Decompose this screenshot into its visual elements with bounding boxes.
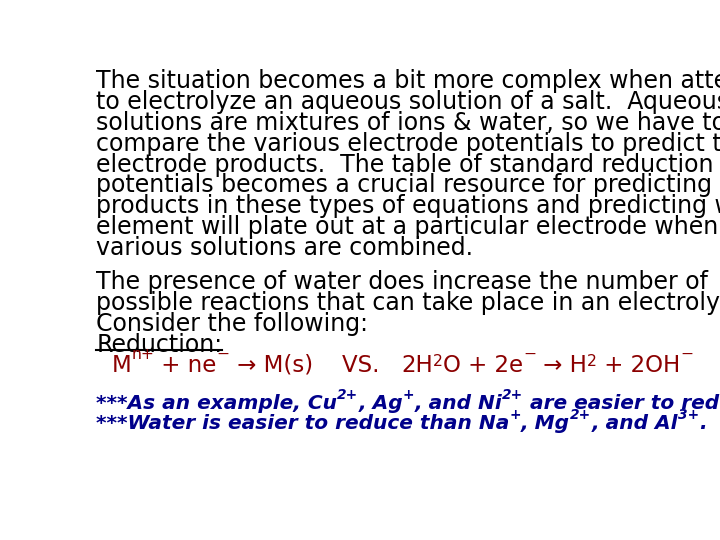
Text: → M(s): → M(s) bbox=[230, 354, 313, 376]
Text: O + 2e: O + 2e bbox=[443, 354, 523, 376]
Text: −: − bbox=[680, 347, 693, 362]
Text: → H: → H bbox=[536, 354, 587, 376]
Text: , Mg: , Mg bbox=[521, 414, 570, 433]
Text: +: + bbox=[403, 388, 415, 402]
Text: n+: n+ bbox=[132, 347, 154, 362]
Text: VS.: VS. bbox=[313, 354, 401, 376]
Text: + 2OH: + 2OH bbox=[597, 354, 680, 376]
Text: +: + bbox=[510, 408, 521, 422]
Text: Consider the following:: Consider the following: bbox=[96, 312, 368, 336]
Text: , Ag: , Ag bbox=[359, 394, 403, 413]
Text: are easier to reduce than water.: are easier to reduce than water. bbox=[523, 394, 720, 413]
Text: + ne: + ne bbox=[154, 354, 217, 376]
Text: The situation becomes a bit more complex when attempting: The situation becomes a bit more complex… bbox=[96, 70, 720, 93]
Text: electrode products.  The table of standard reduction: electrode products. The table of standar… bbox=[96, 153, 714, 177]
Text: −: − bbox=[217, 347, 230, 362]
Text: 2H: 2H bbox=[401, 354, 433, 376]
Text: 3+: 3+ bbox=[678, 408, 699, 422]
Text: 2+: 2+ bbox=[337, 388, 359, 402]
Text: 2: 2 bbox=[433, 354, 443, 369]
Text: element will plate out at a particular electrode when: element will plate out at a particular e… bbox=[96, 215, 719, 239]
Text: Reduction:: Reduction: bbox=[96, 333, 222, 357]
Text: .: . bbox=[699, 414, 706, 433]
Text: various solutions are combined.: various solutions are combined. bbox=[96, 236, 473, 260]
Text: solutions are mixtures of ions & water, so we have to: solutions are mixtures of ions & water, … bbox=[96, 111, 720, 135]
Text: potentials becomes a crucial resource for predicting: potentials becomes a crucial resource fo… bbox=[96, 173, 712, 197]
Text: to electrolyze an aqueous solution of a salt.  Aqueous salt: to electrolyze an aqueous solution of a … bbox=[96, 90, 720, 114]
Text: 2: 2 bbox=[587, 354, 597, 369]
Text: ***Water is easier to reduce than Na: ***Water is easier to reduce than Na bbox=[96, 414, 510, 433]
Text: , and Ni: , and Ni bbox=[415, 394, 503, 413]
Text: The presence of water does increase the number of: The presence of water does increase the … bbox=[96, 271, 708, 294]
Text: compare the various electrode potentials to predict the: compare the various electrode potentials… bbox=[96, 132, 720, 156]
Text: , and Al: , and Al bbox=[591, 414, 678, 433]
Text: 2+: 2+ bbox=[503, 388, 523, 402]
Text: 2+: 2+ bbox=[570, 408, 591, 422]
Text: ***As an example, Cu: ***As an example, Cu bbox=[96, 394, 337, 413]
Text: M: M bbox=[112, 354, 132, 376]
Text: products in these types of equations and predicting which: products in these types of equations and… bbox=[96, 194, 720, 218]
Text: −: − bbox=[523, 347, 536, 362]
Text: possible reactions that can take place in an electrolytic cell.: possible reactions that can take place i… bbox=[96, 291, 720, 315]
